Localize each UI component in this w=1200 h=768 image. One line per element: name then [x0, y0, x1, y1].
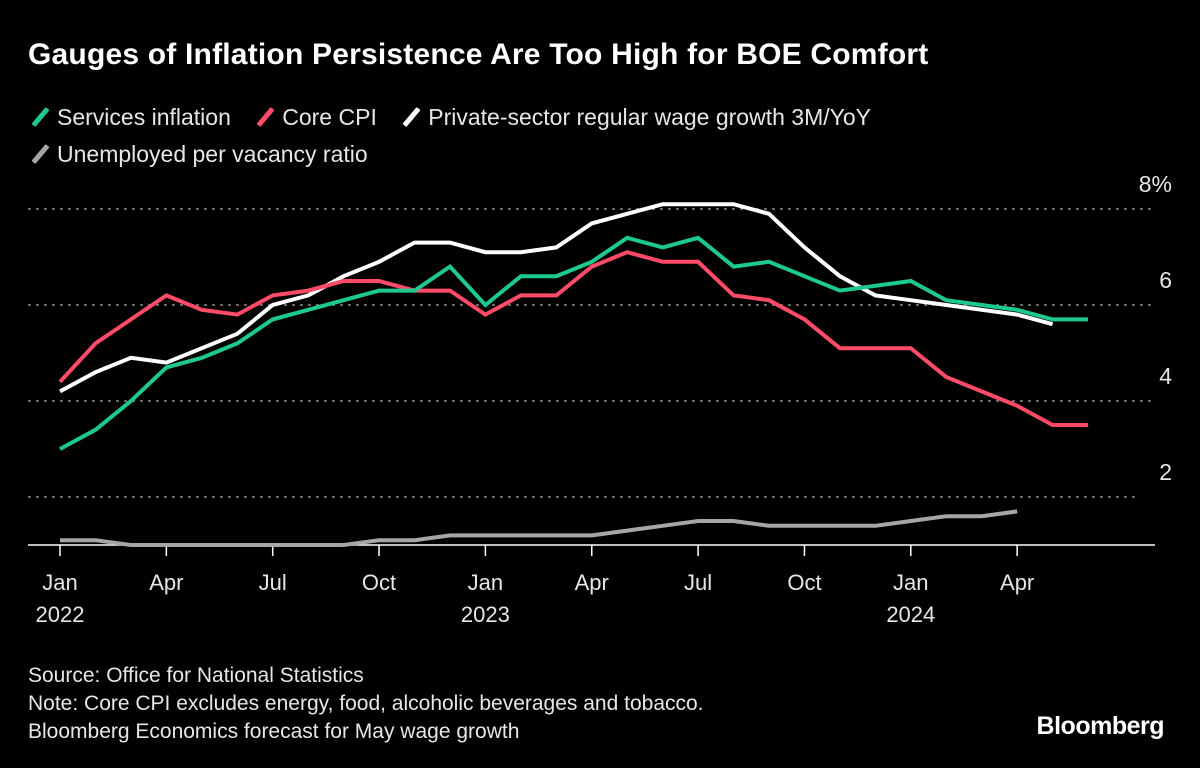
legend-label: Services inflation	[57, 104, 231, 130]
x-tick-label: Jul	[259, 570, 287, 595]
x-tick-label: Oct	[787, 570, 821, 595]
legend-item-wage-growth: Private-sector regular wage growth 3M/Yo…	[399, 100, 871, 134]
legend-item-services: Services inflation	[28, 100, 231, 134]
y-tick-label: 2	[1159, 459, 1172, 485]
x-tick-label: Jan	[42, 570, 77, 595]
source-note: Source: Office for National Statistics	[28, 664, 364, 687]
chart-title: Gauges of Inflation Persistence Are Too …	[28, 38, 929, 71]
x-tick-label: Apr	[575, 570, 609, 595]
legend-label: Unemployed per vacancy ratio	[57, 141, 368, 167]
legend-item-unemployed-ratio: Unemployed per vacancy ratio	[28, 137, 368, 171]
x-tick-label: Jul	[684, 570, 712, 595]
y-tick-label: 8%	[1139, 171, 1172, 197]
y-tick-label: 4	[1159, 363, 1172, 389]
x-tick-label: Apr	[149, 570, 183, 595]
legend-item-core-cpi: Core CPI	[253, 100, 377, 134]
y-tick-label: 6	[1159, 267, 1172, 293]
series-line-unemployed-per-vacancy-ratio	[60, 509, 1018, 547]
series-line-private-sector-regular-wage-growth-3m-yoy	[59, 202, 1054, 394]
x-tick-label: Jan	[468, 570, 503, 595]
forecast-note: Bloomberg Economics forecast for May wag…	[28, 720, 520, 743]
x-tick-label: Oct	[362, 570, 396, 595]
series-line-services-inflation	[59, 235, 1089, 451]
legend-label: Private-sector regular wage growth 3M/Yo…	[428, 104, 871, 130]
series-line-core-cpi	[58, 250, 1089, 427]
legend-label: Core CPI	[282, 104, 377, 130]
x-tick-year: 2023	[461, 602, 510, 627]
footer: Source: Office for National Statistics N…	[28, 662, 704, 746]
x-tick-label: Jan	[893, 570, 928, 595]
x-tick-year: 2022	[36, 602, 85, 627]
footnote: Note: Core CPI excludes energy, food, al…	[28, 692, 704, 715]
x-tick-year: 2024	[886, 602, 935, 627]
x-tick-label: Apr	[1000, 570, 1034, 595]
bloomberg-logo: Bloomberg	[1036, 712, 1165, 740]
legend: Services inflation Core CPI Private-sect…	[28, 100, 1128, 174]
